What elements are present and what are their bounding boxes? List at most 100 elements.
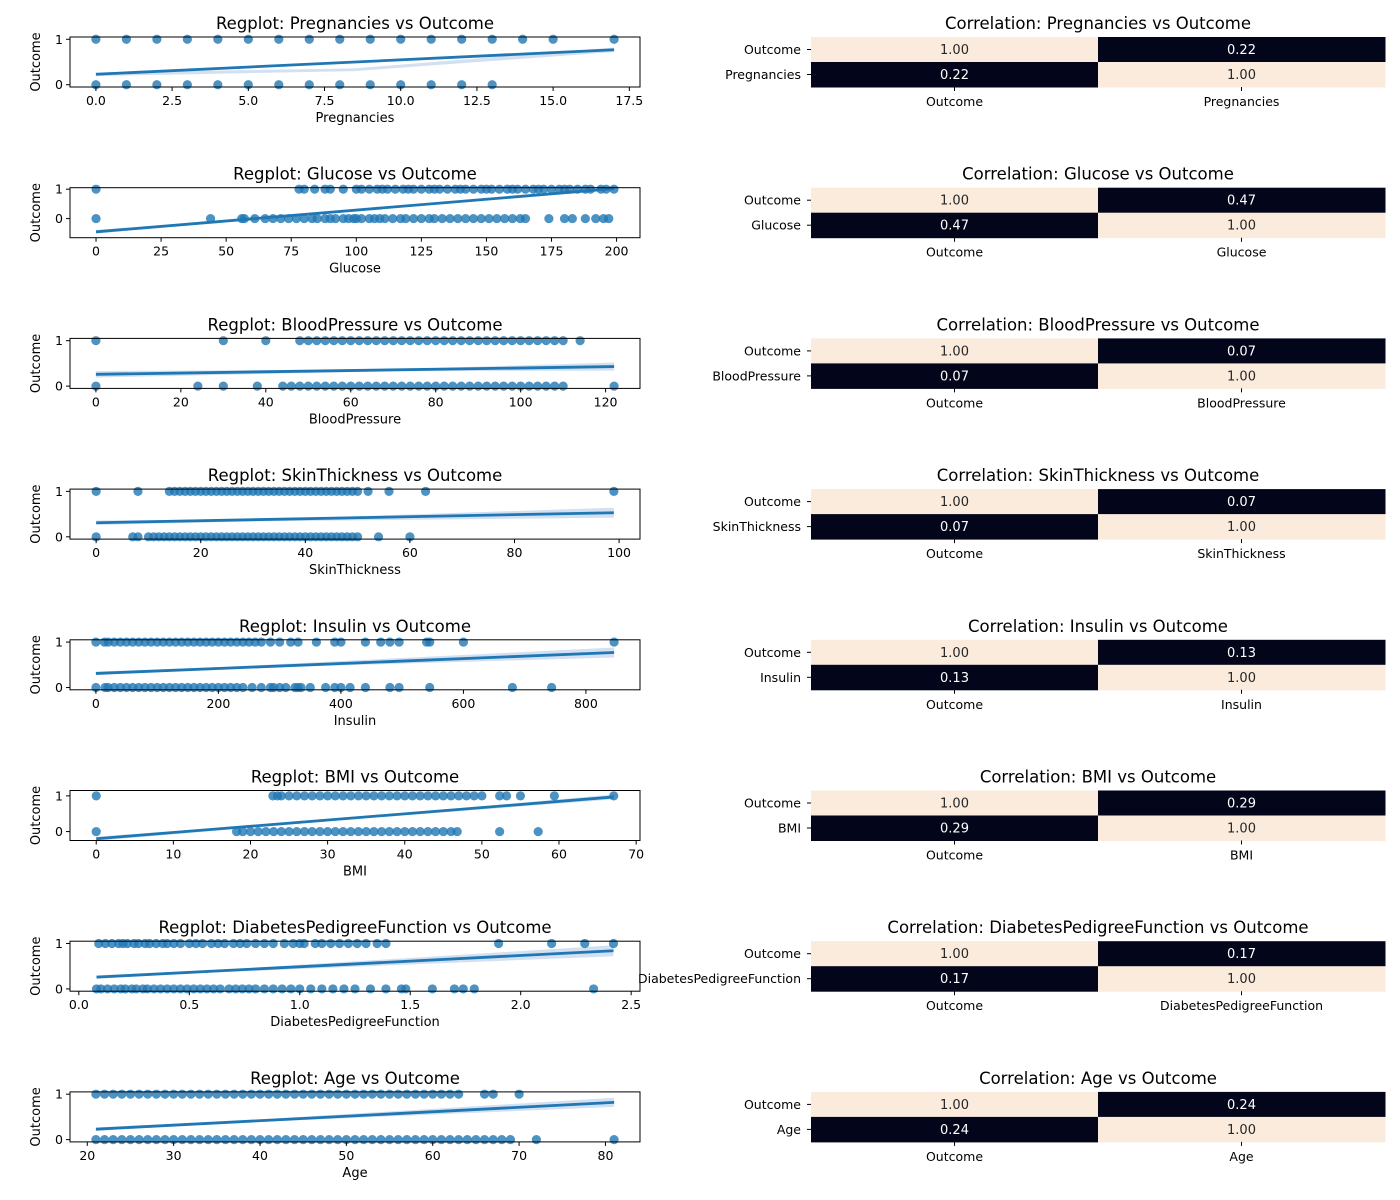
data-point bbox=[415, 791, 425, 801]
cell-value-label: 1.00 bbox=[1227, 219, 1256, 234]
data-point bbox=[338, 826, 348, 837]
data-point bbox=[550, 336, 560, 346]
data-point bbox=[312, 381, 322, 391]
data-point bbox=[494, 938, 504, 949]
cell-value-label: 1.00 bbox=[1227, 972, 1256, 987]
data-point bbox=[484, 213, 494, 224]
data-point bbox=[315, 1089, 326, 1099]
plot-frame bbox=[69, 1091, 641, 1143]
data-point bbox=[567, 213, 577, 224]
chart-title: Regplot: DiabetesPedigreeFunction vs Out… bbox=[158, 918, 551, 937]
data-point bbox=[479, 1089, 490, 1099]
regression-line bbox=[95, 1100, 615, 1131]
chart-title: Correlation: BloodPressure vs Outcome bbox=[937, 315, 1260, 334]
data-point bbox=[303, 336, 313, 346]
y-axis-label: Outcome bbox=[29, 1087, 44, 1146]
data-point bbox=[279, 938, 289, 949]
data-point bbox=[372, 938, 382, 949]
data-point bbox=[213, 34, 223, 44]
data-point bbox=[363, 336, 373, 346]
data-point bbox=[454, 1089, 464, 1099]
data-point bbox=[520, 184, 531, 194]
data-point bbox=[381, 938, 391, 949]
data-point bbox=[121, 80, 131, 90]
x-axis-label: Glucose bbox=[329, 262, 381, 277]
data-point bbox=[393, 1089, 403, 1099]
data-point bbox=[303, 381, 313, 391]
x-tick-label: 20 bbox=[243, 847, 259, 862]
data-point bbox=[261, 826, 271, 837]
data-point bbox=[458, 637, 469, 647]
data-point bbox=[427, 984, 437, 994]
data-point bbox=[544, 213, 554, 224]
heatmap-cell bbox=[1098, 212, 1386, 239]
data-point bbox=[426, 80, 436, 90]
column-label: Glucose bbox=[1217, 245, 1267, 260]
data-point bbox=[151, 1135, 161, 1145]
data-point bbox=[281, 1135, 291, 1145]
data-point bbox=[143, 1089, 153, 1099]
data-point bbox=[495, 791, 505, 801]
x-tick-label: 0.0 bbox=[86, 93, 106, 108]
data-point bbox=[177, 1089, 187, 1099]
data-point bbox=[289, 1135, 300, 1145]
heatmap-cell bbox=[1098, 1116, 1386, 1143]
data-point bbox=[469, 791, 479, 801]
plot-frame bbox=[69, 639, 641, 691]
x-tick-label: 100 bbox=[344, 244, 368, 259]
data-point bbox=[524, 381, 534, 391]
data-point bbox=[329, 381, 339, 391]
x-tick-label: 80 bbox=[428, 394, 444, 409]
data-point bbox=[388, 381, 398, 391]
data-point bbox=[345, 682, 355, 693]
data-point bbox=[469, 984, 479, 994]
regression-line bbox=[95, 365, 615, 376]
data-point bbox=[414, 336, 424, 346]
data-point bbox=[549, 791, 559, 801]
data-point bbox=[363, 486, 373, 496]
data-point bbox=[330, 213, 341, 224]
data-point bbox=[292, 791, 302, 801]
x-tick-label: 40 bbox=[297, 545, 313, 560]
data-point bbox=[250, 938, 261, 949]
data-point bbox=[220, 938, 230, 949]
y-tick-label: 1 bbox=[55, 182, 63, 197]
data-point bbox=[380, 336, 390, 346]
data-point bbox=[238, 826, 248, 837]
x-axis-label: Insulin bbox=[334, 714, 377, 729]
cell-value-label: 1.00 bbox=[940, 194, 969, 209]
x-axis-label: Pregnancies bbox=[316, 111, 395, 126]
x-tick-label: 70 bbox=[628, 847, 644, 862]
data-point bbox=[310, 184, 320, 194]
data-point bbox=[385, 637, 395, 647]
cell-value-label: 1.00 bbox=[940, 43, 969, 58]
data-point bbox=[448, 381, 458, 391]
data-point bbox=[369, 826, 379, 837]
chart-title: Correlation: DiabetesPedigreeFunction vs… bbox=[887, 918, 1308, 937]
data-point bbox=[426, 34, 436, 44]
x-tick-label: 0.0 bbox=[69, 997, 89, 1012]
data-point bbox=[425, 682, 435, 693]
chart-title: Regplot: Age vs Outcome bbox=[250, 1069, 460, 1088]
data-point bbox=[364, 184, 374, 194]
data-point bbox=[490, 336, 500, 346]
x-tick-label: 200 bbox=[206, 696, 230, 711]
data-point bbox=[307, 791, 317, 801]
data-point bbox=[143, 1135, 153, 1145]
data-point bbox=[91, 213, 101, 224]
data-point bbox=[99, 1089, 110, 1099]
data-point bbox=[425, 637, 435, 647]
data-point bbox=[514, 1089, 524, 1099]
data-point bbox=[394, 637, 404, 647]
data-point bbox=[256, 637, 266, 647]
cell-value-label: 1.00 bbox=[1227, 369, 1256, 384]
data-point bbox=[353, 486, 363, 496]
data-point bbox=[305, 682, 315, 693]
data-point bbox=[299, 826, 310, 837]
data-point bbox=[487, 184, 497, 194]
heatmap-cell bbox=[1098, 62, 1386, 88]
data-point bbox=[307, 826, 317, 837]
x-axis-label: SkinThickness bbox=[309, 563, 401, 578]
data-point bbox=[482, 336, 492, 346]
data-point bbox=[449, 984, 460, 994]
